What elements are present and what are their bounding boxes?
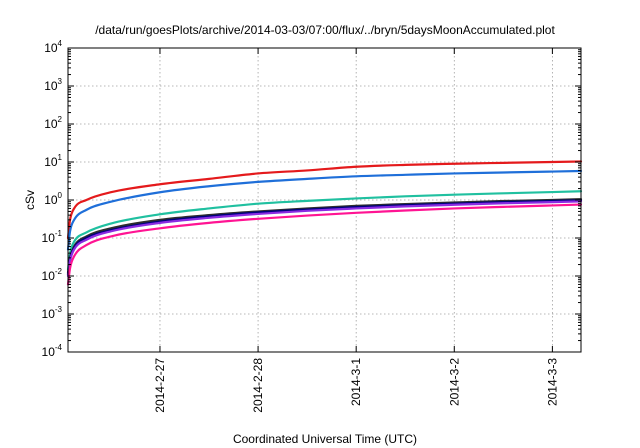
x-axis-label: Coordinated Universal Time (UTC) — [233, 432, 417, 446]
y-tick-label: 10-4 — [42, 343, 63, 359]
y-axis-label: cSv — [23, 190, 37, 210]
chart-title: /data/run/goesPlots/archive/2014-03-03/0… — [95, 23, 555, 37]
y-tick-label: 101 — [44, 153, 62, 169]
x-tick-label: 2014-3-2 — [447, 358, 461, 406]
y-tick-label: 102 — [44, 115, 62, 131]
x-tick-label: 2014-3-1 — [349, 358, 363, 406]
series-line-3 — [66, 190, 583, 271]
axis-ticks — [68, 47, 581, 353]
y-tick-label: 10-3 — [42, 305, 63, 321]
series-lines — [66, 160, 583, 286]
x-tick-label: 2014-2-28 — [251, 358, 265, 413]
y-tick-labels: 10-4 10-3 10-2 10-1 100 101 102 103 104 — [42, 39, 63, 359]
y-tick-label: 100 — [44, 191, 62, 207]
series-line-5 — [66, 199, 583, 276]
y-tick-label: 10-1 — [42, 229, 63, 245]
x-tick-label: 2014-2-27 — [153, 358, 167, 413]
x-tick-label: 2014-3-3 — [545, 358, 559, 406]
x-tick-labels: 2014-2-27 2014-2-28 2014-3-1 2014-3-2 2014-3… — [153, 358, 559, 413]
series-line-7 — [66, 203, 583, 286]
series-line-6 — [66, 200, 583, 278]
y-tick-label: 10-2 — [42, 267, 63, 283]
series-line-2 — [66, 169, 583, 251]
series-line-1 — [66, 160, 583, 240]
y-tick-label: 103 — [44, 77, 62, 93]
y-tick-label: 104 — [44, 39, 62, 55]
